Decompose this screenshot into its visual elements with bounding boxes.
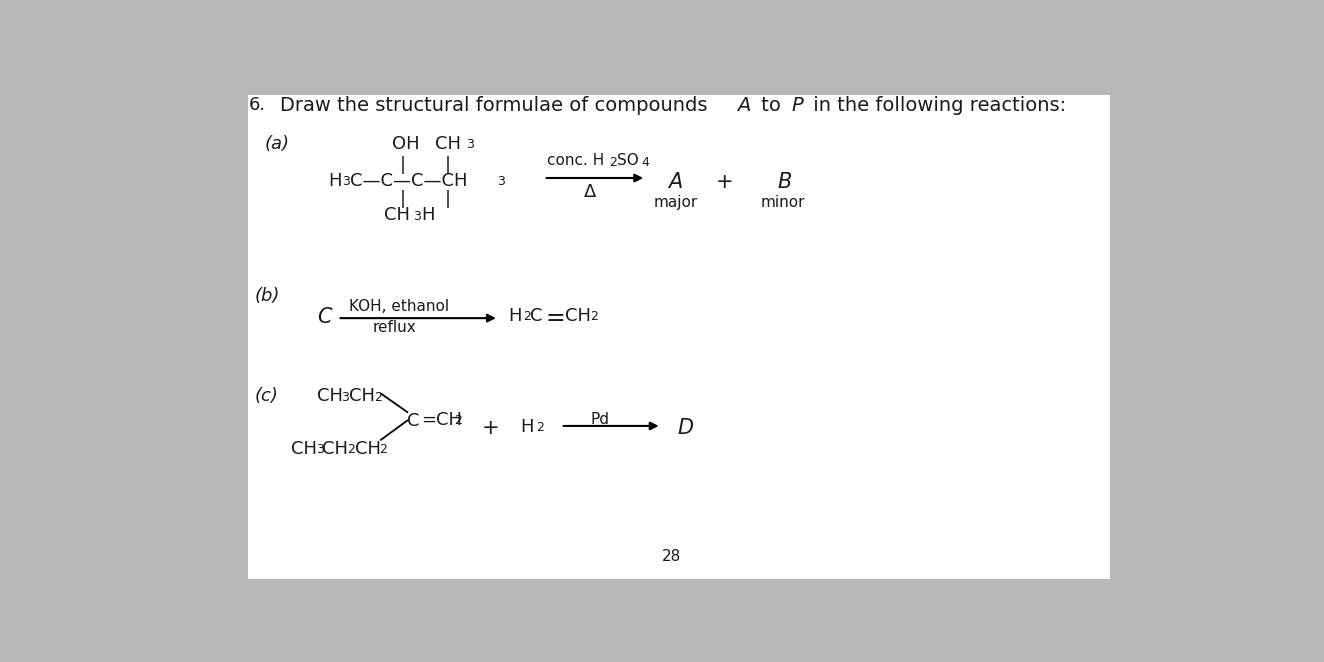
Text: (a): (a) <box>265 135 290 153</box>
Text: 3: 3 <box>316 443 324 456</box>
Text: |: | <box>445 189 450 208</box>
Text: OH: OH <box>392 135 420 153</box>
Text: minor: minor <box>761 195 805 210</box>
Text: conc. H: conc. H <box>547 152 604 167</box>
Text: CH: CH <box>384 207 410 224</box>
FancyBboxPatch shape <box>248 95 1110 579</box>
Text: 6.: 6. <box>249 97 266 115</box>
Text: 2: 2 <box>380 443 388 456</box>
Text: H: H <box>520 418 534 436</box>
Text: (b): (b) <box>254 287 279 305</box>
Text: 2: 2 <box>591 310 598 322</box>
Text: =: = <box>545 306 565 330</box>
Text: C: C <box>316 307 331 326</box>
Text: 2: 2 <box>523 310 531 322</box>
Text: A: A <box>667 172 682 192</box>
Text: 3: 3 <box>413 210 421 222</box>
Text: |: | <box>445 156 450 175</box>
Text: 2: 2 <box>454 414 462 428</box>
Text: CH: CH <box>322 440 348 458</box>
Text: CH: CH <box>316 387 343 405</box>
Text: 3: 3 <box>342 175 350 188</box>
Text: (c): (c) <box>254 387 278 405</box>
Text: 2: 2 <box>609 156 617 169</box>
Text: CH: CH <box>436 135 461 153</box>
Text: C—C—C—CH: C—C—C—CH <box>350 172 467 190</box>
Text: 2: 2 <box>536 421 544 434</box>
Text: major: major <box>654 195 698 210</box>
Text: CH: CH <box>291 440 316 458</box>
Text: SO: SO <box>617 152 638 167</box>
Text: A: A <box>737 97 751 115</box>
Text: CH: CH <box>565 307 592 324</box>
Text: B: B <box>777 172 792 192</box>
Text: 4: 4 <box>641 156 649 169</box>
Text: Pd: Pd <box>591 412 609 427</box>
Text: 28: 28 <box>662 549 681 564</box>
Text: H: H <box>328 172 342 190</box>
Text: Draw the structural formulae of compounds: Draw the structural formulae of compound… <box>281 97 714 115</box>
Text: reflux: reflux <box>372 320 416 336</box>
Text: P: P <box>792 97 804 115</box>
Text: H: H <box>508 307 522 324</box>
Text: 2: 2 <box>373 391 381 404</box>
Text: =CH: =CH <box>421 411 462 430</box>
Text: 2: 2 <box>347 443 355 456</box>
Text: Δ: Δ <box>584 183 596 201</box>
Text: CH: CH <box>350 387 375 405</box>
Text: D: D <box>677 418 694 438</box>
Text: 3: 3 <box>342 391 350 404</box>
Text: 3: 3 <box>466 138 474 151</box>
Text: +: + <box>482 418 499 438</box>
Text: in the following reactions:: in the following reactions: <box>808 97 1066 115</box>
Text: +: + <box>716 172 733 192</box>
Text: |: | <box>400 156 405 175</box>
Text: C: C <box>408 412 420 430</box>
Text: H: H <box>421 207 434 224</box>
Text: 3: 3 <box>498 175 504 188</box>
Text: C: C <box>530 307 543 324</box>
Text: KOH, ethanol: KOH, ethanol <box>350 299 449 314</box>
Text: |: | <box>400 189 405 208</box>
Text: to: to <box>755 97 786 115</box>
Text: CH: CH <box>355 440 380 458</box>
